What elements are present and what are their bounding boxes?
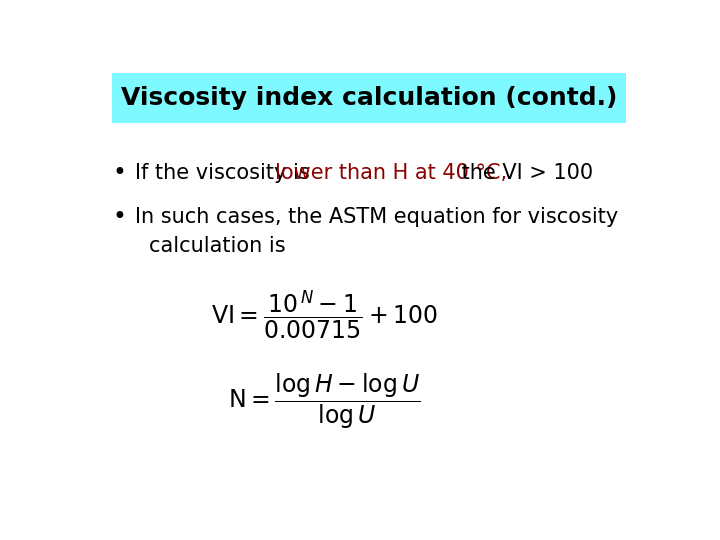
Text: If the viscosity is: If the viscosity is: [135, 163, 316, 183]
Text: In such cases, the ASTM equation for viscosity: In such cases, the ASTM equation for vis…: [135, 207, 618, 227]
Text: $\mathrm{VI} = \dfrac{10^{\,N} - 1}{0.00715} + 100$: $\mathrm{VI} = \dfrac{10^{\,N} - 1}{0.00…: [211, 288, 438, 341]
Text: $\mathrm{N} = \dfrac{\log H - \log U}{\log U}$: $\mathrm{N} = \dfrac{\log H - \log U}{\l…: [228, 372, 420, 431]
FancyBboxPatch shape: [112, 73, 626, 123]
Text: calculation is: calculation is: [148, 235, 285, 255]
Text: Viscosity index calculation (contd.): Viscosity index calculation (contd.): [121, 86, 617, 110]
Text: •: •: [112, 205, 126, 228]
Text: the VI > 100: the VI > 100: [455, 163, 593, 183]
Text: •: •: [112, 161, 126, 185]
Text: lower than H at 40 °C,: lower than H at 40 °C,: [275, 163, 508, 183]
